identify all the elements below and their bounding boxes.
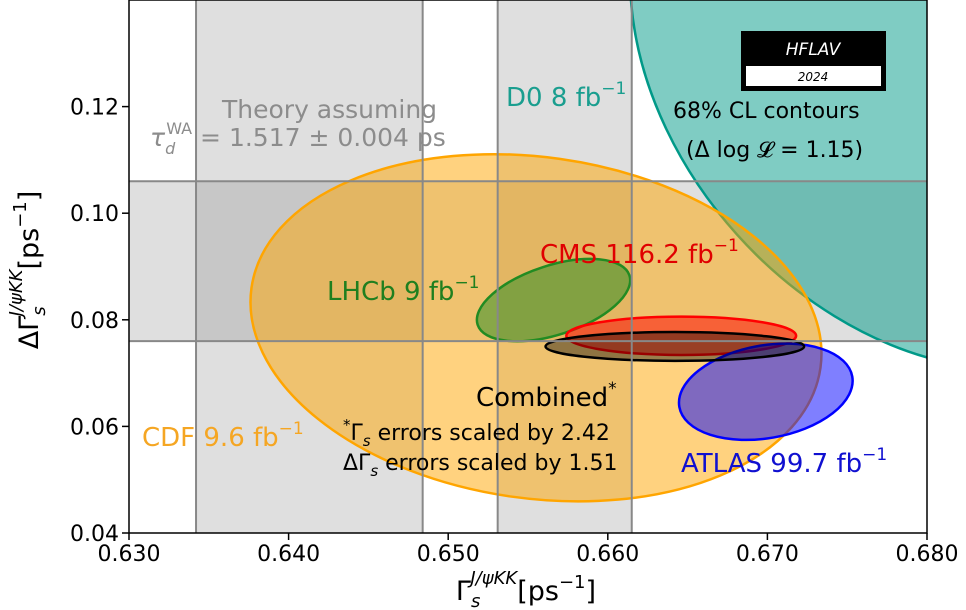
series-label-d0: D0 8 fb−1 bbox=[506, 79, 626, 113]
series-label-lhcb: LHCb 9 fb−1 bbox=[327, 273, 480, 307]
theory-label-line1: Theory assuming bbox=[221, 95, 437, 124]
hflav-logo-year: 2024 bbox=[798, 70, 829, 84]
series-label-combined: Combined* bbox=[476, 379, 617, 413]
scaling-note-line2: ΔΓs errors scaled by 1.51 bbox=[343, 451, 617, 480]
cl-label-line2: (Δ log 𝓛 = 1.15) bbox=[686, 138, 863, 163]
x-tick-label: 0.670 bbox=[736, 542, 799, 567]
x-tick-label: 0.680 bbox=[896, 542, 959, 567]
plot-frame bbox=[128, 0, 928, 534]
y-tick-label: 0.08 bbox=[70, 309, 119, 334]
contour-cms bbox=[565, 315, 798, 357]
scaling-note-line1: *Γs errors scaled by 2.42 bbox=[343, 416, 610, 450]
contour-atlas bbox=[677, 342, 854, 442]
contour-lhcb bbox=[475, 257, 632, 343]
y-tick-label: 0.10 bbox=[70, 202, 119, 227]
x-axis-title: ΓsJ/ψKK[ps−1] bbox=[456, 568, 596, 610]
y-tick-label: 0.04 bbox=[70, 522, 119, 547]
contour-combined bbox=[544, 330, 806, 363]
hflav-logo-title: HFLAV bbox=[786, 40, 842, 60]
x-axis-ticks: 0.630 0.640 0.650 0.660 0.670 0.680 bbox=[98, 533, 959, 567]
series-label-cms: CMS 116.2 fb−1 bbox=[540, 236, 739, 270]
x-tick-label: 0.650 bbox=[417, 542, 480, 567]
hflav-logo-year-box bbox=[746, 66, 881, 86]
x-tick-label: 0.630 bbox=[98, 542, 161, 567]
x-tick-label: 0.640 bbox=[257, 542, 320, 567]
cl-label-line1: 68% CL contours bbox=[673, 99, 860, 124]
theory-label-line2: τdWA = 1.517 ± 0.004 ps bbox=[150, 119, 446, 158]
y-tick-label: 0.12 bbox=[70, 96, 119, 121]
series-label-cdf: CDF 9.6 fb−1 bbox=[142, 419, 304, 453]
y-axis-title: ΔΓsJ/ψKK[ps−1] bbox=[6, 191, 50, 350]
series-label-atlas: ATLAS 99.7 fb−1 bbox=[681, 445, 887, 479]
contour-ellipses bbox=[249, 0, 927, 503]
theory-band-lines bbox=[129, 0, 927, 533]
hflav-logo: HFLAV 2024 bbox=[741, 31, 886, 91]
y-axis-ticks: 0.04 0.06 0.08 0.10 0.12 bbox=[70, 96, 129, 547]
y-tick-label: 0.06 bbox=[70, 415, 119, 440]
x-tick-label: 0.660 bbox=[576, 542, 639, 567]
